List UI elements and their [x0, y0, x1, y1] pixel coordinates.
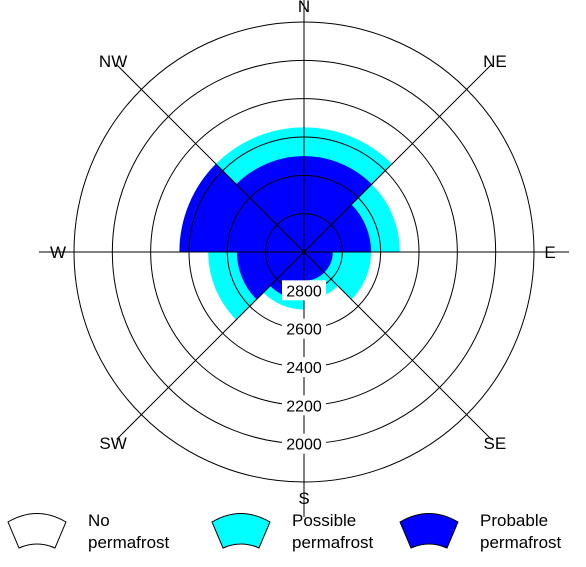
legend-swatch-0 — [7, 513, 67, 549]
legend-label-line1-2: Probable — [480, 511, 548, 530]
legend-label-line2-1: permafrost — [292, 533, 374, 552]
sector-probable-ne — [304, 156, 372, 252]
legend-label-line2-0: permafrost — [88, 533, 170, 552]
legend-label-line2-2: permafrost — [480, 533, 562, 552]
direction-labels-layer: N NE E SE S SW W NW — [50, 0, 556, 508]
ring-label-bg-2600 — [282, 318, 326, 339]
spoke-1 — [303, 64, 492, 253]
ring-label-2400: 2400 — [286, 360, 322, 377]
sector-probable-s — [304, 252, 325, 281]
ring-label-bg-2400 — [282, 357, 326, 377]
legend-swatch-1 — [211, 513, 271, 549]
spoke-7 — [116, 64, 305, 253]
direction-label-sw: SW — [99, 434, 126, 453]
direction-label-s: S — [298, 489, 309, 508]
legend-label-line1-1: Possible — [292, 511, 356, 530]
ring-label-2200: 2200 — [286, 398, 322, 415]
direction-label-se: SE — [484, 434, 507, 453]
sector-probable-w — [236, 252, 304, 300]
ring-labels-layer: 2000 2200 2400 2600 2800 — [282, 280, 326, 454]
sector-probable-e — [304, 204, 372, 252]
direction-label-w: W — [50, 243, 66, 262]
direction-label-e: E — [544, 243, 555, 262]
ring-label-2600: 2600 — [286, 322, 322, 339]
sector-probable-n — [236, 156, 304, 252]
direction-label-ne: NE — [483, 52, 507, 71]
spoke-3 — [303, 251, 492, 440]
ring-label-2800: 2800 — [286, 283, 322, 300]
ring-label-2000: 2000 — [286, 437, 322, 454]
legend: No permafrost Possible permafrost Probable pe… — [7, 511, 562, 552]
ring-label-bg-2000 — [282, 433, 326, 454]
sector-probable-se — [304, 252, 333, 273]
legend-label-line1-0: No — [88, 511, 110, 530]
grid-layer — [39, 0, 569, 517]
spoke-5 — [116, 251, 305, 440]
ring-label-bg-2800 — [282, 280, 326, 301]
legend-swatch-2 — [399, 513, 459, 549]
direction-label-n: N — [298, 0, 310, 16]
ring-label-bg-2200 — [282, 395, 326, 416]
direction-label-nw: NW — [99, 52, 127, 71]
